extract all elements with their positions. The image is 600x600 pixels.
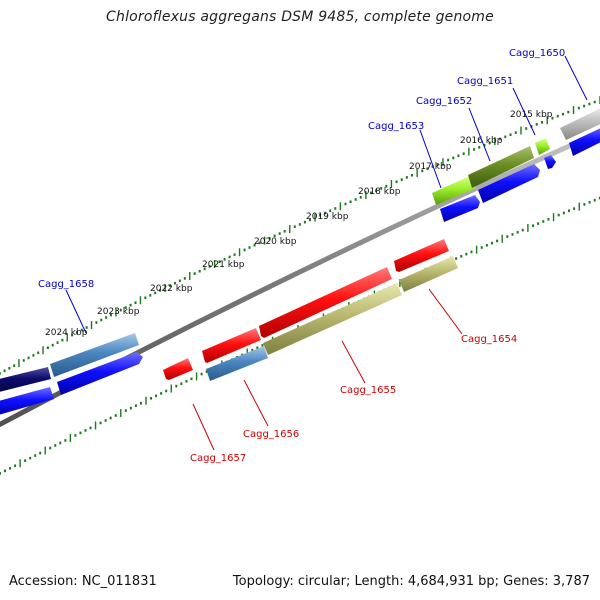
leader-cagg-1650 — [564, 55, 588, 101]
gene-label-cagg-1653[interactable]: Cagg_1653 — [368, 121, 424, 132]
cds-arrow[interactable] — [478, 164, 540, 203]
leader-cagg-1651 — [512, 87, 536, 136]
reverse-strand-genes — [163, 239, 449, 380]
leader-cagg-1652 — [468, 107, 491, 162]
gene-cagg-1657[interactable] — [163, 358, 193, 380]
gene-cagg-1653[interactable] — [432, 175, 476, 205]
gene-cagg-1656[interactable] — [206, 346, 268, 381]
kbp-scale: 2015 kbp 2016 kbp 2017 kbp 2018 kbp 2019… — [45, 110, 553, 338]
kbp-label-2015: 2015 kbp — [510, 110, 553, 120]
leader-cagg-1655 — [341, 340, 366, 384]
gene-cagg-1650[interactable] — [560, 106, 600, 140]
cds-arrow[interactable] — [440, 195, 480, 222]
genome-summary-text: Topology: circular; Length: 4,684,931 bp… — [232, 574, 590, 589]
kbp-label-2023: 2023 kbp — [97, 307, 140, 317]
gene-labels: Cagg_1650 Cagg_1651 Cagg_1652 Cagg_1653 … — [38, 48, 565, 464]
kbp-label-2016: 2016 kbp — [460, 136, 503, 146]
kbp-label-2019: 2019 kbp — [306, 212, 349, 222]
kbp-label-2024: 2024 kbp — [45, 328, 88, 338]
gene-label-cagg-1656[interactable]: Cagg_1656 — [243, 429, 299, 440]
gene-cagg-1658[interactable] — [50, 333, 139, 377]
gene-label-cagg-1651[interactable]: Cagg_1651 — [457, 76, 513, 87]
leader-cagg-1653 — [419, 129, 442, 189]
kbp-label-2018: 2018 kbp — [358, 187, 401, 197]
gene-cagg-1654[interactable] — [399, 256, 458, 292]
map-title: Chloroflexus aggregans DSM 9485, complet… — [106, 9, 494, 25]
accession-text: Accession: NC_011831 — [9, 574, 157, 589]
cds-arrow[interactable] — [202, 328, 261, 363]
leader-cagg-1654 — [428, 288, 463, 335]
cds-arrow[interactable] — [0, 387, 54, 416]
gene-label-cagg-1654[interactable]: Cagg_1654 — [461, 334, 517, 345]
gene-label-cagg-1650[interactable]: Cagg_1650 — [509, 48, 565, 59]
cds-arrow[interactable] — [57, 352, 143, 395]
forward-cds-track — [0, 126, 600, 416]
reverse-colored-genes — [206, 256, 458, 381]
gene-label-cagg-1658[interactable]: Cagg_1658 — [38, 279, 94, 290]
gene-label-cagg-1657[interactable]: Cagg_1657 — [190, 453, 246, 464]
kbp-label-2020: 2020 kbp — [254, 237, 297, 247]
gene-label-cagg-1655[interactable]: Cagg_1655 — [340, 385, 396, 396]
gene-cagg-1658-segment[interactable] — [0, 367, 51, 393]
cds-arrow[interactable] — [569, 126, 600, 156]
leader-cagg-1656 — [243, 379, 269, 427]
gene-label-cagg-1652[interactable]: Cagg_1652 — [416, 96, 472, 107]
outer-tick-row — [0, 96, 600, 375]
cds-arrow[interactable] — [394, 239, 449, 272]
forward-strand-genes — [0, 106, 600, 393]
label-leaders — [65, 55, 588, 451]
kbp-label-2017: 2017 kbp — [409, 162, 452, 172]
gene-cagg-1651[interactable] — [535, 138, 550, 155]
kbp-label-2022: 2022 kbp — [150, 284, 193, 294]
leader-cagg-1657 — [192, 403, 215, 451]
gene-cagg-1652[interactable] — [468, 146, 534, 188]
gene-cagg-1655[interactable] — [263, 283, 402, 355]
cds-arrow[interactable] — [544, 155, 556, 169]
cds-arrow[interactable] — [259, 267, 392, 338]
leader-cagg-1658 — [65, 289, 87, 334]
kbp-label-2021: 2021 kbp — [202, 260, 245, 270]
